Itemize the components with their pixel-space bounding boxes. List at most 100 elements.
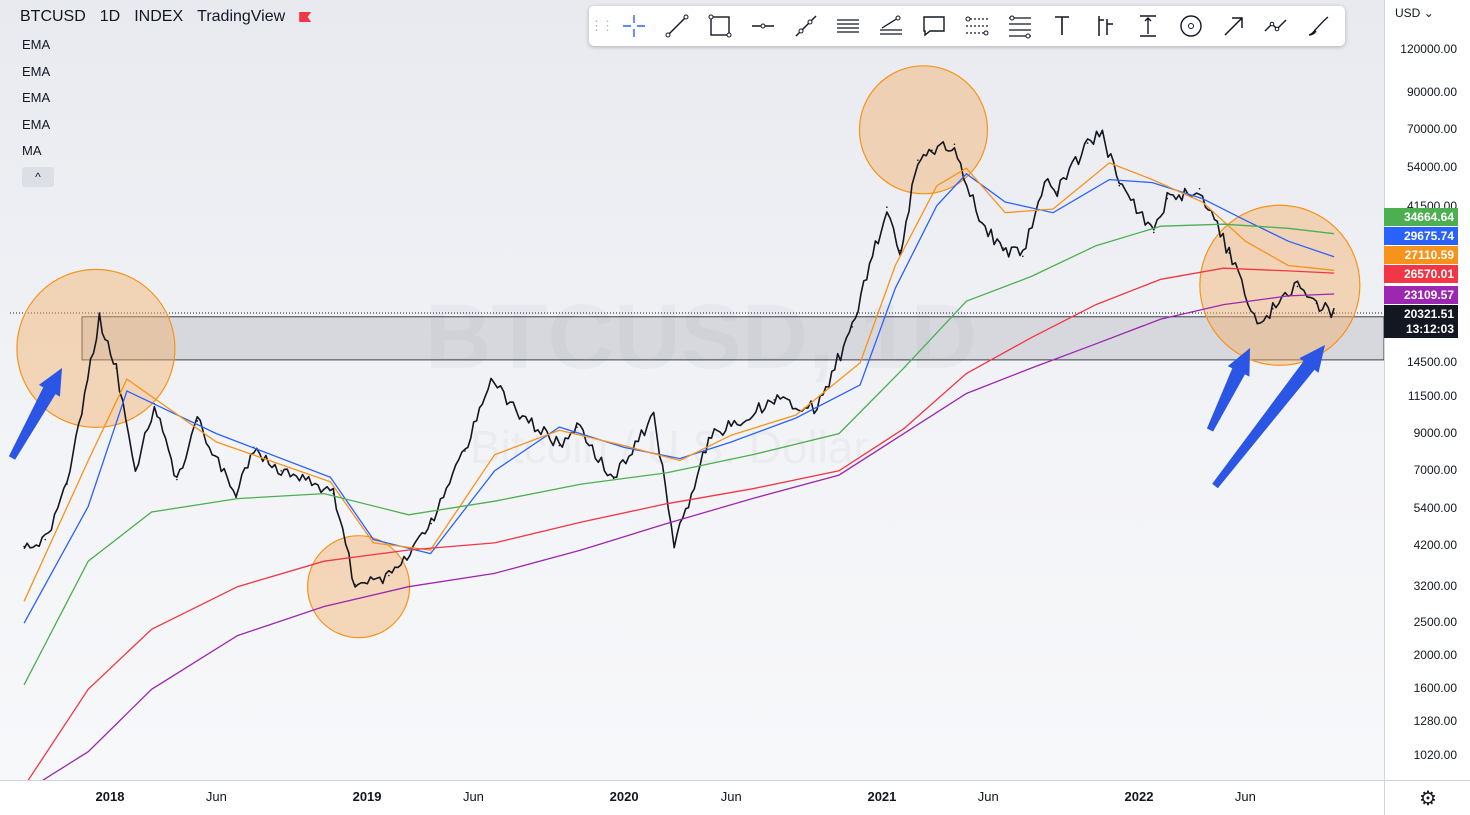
symbol-name[interactable]: BTCUSD (20, 8, 86, 25)
ma-purple-line (41, 293, 1335, 780)
price-tag: 34664.64 (1384, 208, 1458, 226)
trend-line-icon[interactable] (656, 6, 699, 46)
y-tick-label: 54000.00 (1406, 160, 1457, 175)
price-point-0 (23, 545, 25, 548)
text-icon[interactable] (1041, 6, 1084, 46)
price-range-icon[interactable] (955, 6, 998, 46)
measure-icon[interactable] (1127, 6, 1170, 46)
brush-icon[interactable] (1298, 6, 1341, 46)
callout-icon[interactable] (913, 6, 956, 46)
price-point-8 (196, 420, 199, 422)
parallel-channel-icon[interactable] (827, 6, 870, 46)
y-tick-label: 70000.00 (1406, 121, 1457, 136)
legend-ema-1[interactable]: EMA (22, 37, 51, 52)
arrow-annotation-right-large (1212, 345, 1325, 489)
path-icon[interactable] (1255, 6, 1298, 46)
y-tick-label: 9000.00 (1413, 425, 1457, 440)
price-point-49 (1315, 302, 1318, 305)
price-point-35 (1002, 247, 1004, 249)
price-point-21 (612, 477, 615, 480)
legend-ema-4[interactable]: EMA (22, 116, 51, 132)
price-tag: 23109.57 (1384, 286, 1458, 304)
y-tick-label: 2000.00 (1413, 648, 1457, 663)
source-label: TradingView (197, 8, 286, 25)
y-tick-label: 90000.00 (1406, 84, 1457, 99)
price-point-18 (515, 409, 518, 412)
x-tick-year: 2022 (1124, 789, 1154, 804)
price-point-47 (1272, 308, 1274, 310)
y-tick-label: 11500.00 (1407, 389, 1457, 404)
x-tick-month: Jun (1234, 789, 1256, 804)
price-point-45 (1228, 252, 1230, 254)
watermark-description: Bitcoin / U.S. Dollar (470, 421, 869, 473)
x-tick-month: Jun (462, 789, 484, 804)
price-point-39 (1086, 142, 1089, 144)
collapse-legend-button[interactable]: ^ (22, 167, 54, 187)
price-tag: 13:12:03 (1384, 320, 1458, 338)
highlight-circle-2021-top (858, 65, 989, 195)
arrow-icon[interactable] (1212, 6, 1255, 46)
x-tick-month: Jun (720, 789, 742, 804)
price-axis[interactable]: USD ⌄ 120000.00 90000.00 70000.00 54000.00 4… (1384, 0, 1470, 780)
ema-orange-line (23, 162, 1335, 602)
price-point-19 (558, 444, 561, 447)
y-tick-label: 1020.00 (1413, 748, 1457, 762)
price-point-9 (235, 496, 237, 499)
price-point-36 (1021, 255, 1024, 258)
price-point-5 (134, 469, 137, 472)
currency-label: USD (1395, 6, 1421, 20)
price-point-31 (917, 159, 919, 162)
x-tick-year: 2019 (352, 789, 382, 804)
price-point-26 (773, 399, 775, 401)
x-tick-month: Jun (977, 789, 999, 804)
pitchfork-icon[interactable] (870, 6, 913, 46)
circle-icon[interactable] (1169, 6, 1212, 46)
y-tick-label: 3200.00 (1413, 578, 1457, 593)
price-point-20 (576, 426, 578, 428)
symbol-header: BTCUSD 1D INDEX TradingView (20, 8, 312, 26)
y-tick-label: 120000.00 (1400, 42, 1457, 56)
currency-selector[interactable]: USD ⌄ (1395, 6, 1434, 20)
rectangle-icon[interactable] (699, 6, 742, 46)
price-point-12 (332, 492, 335, 495)
price-point-46 (1256, 322, 1259, 324)
price-point-38 (1056, 191, 1059, 193)
y-tick-label: 14500.00 (1406, 354, 1457, 369)
watermark-symbol: BTCUSD, 1D (425, 286, 978, 388)
long-position-icon[interactable] (1084, 6, 1127, 46)
arrow-annotation-left (8, 368, 62, 460)
chart-area[interactable]: BTCUSD, 1D Bitcoin / U.S. Dollar BTCUSD … (0, 0, 1384, 780)
interval-label[interactable]: 1D (99, 8, 121, 25)
y-tick-label: 2500.00 (1413, 615, 1457, 630)
legend-ma[interactable]: MA (22, 143, 42, 158)
y-tick-label: 5400.00 (1413, 501, 1457, 516)
price-point-32 (931, 149, 933, 151)
flag-icon[interactable] (299, 12, 312, 22)
price-point-29 (886, 206, 888, 209)
price-point-2 (66, 483, 68, 485)
price-tag: 20321.51 (1384, 305, 1458, 323)
price-point-13 (354, 583, 356, 586)
price-point-40 (1101, 132, 1104, 134)
crosshair-icon[interactable] (613, 6, 656, 46)
ema-red-line (27, 267, 1335, 780)
time-axis[interactable]: 2018 Jun 2019 Jun 2020 Jun 2021 Jun 2022 Jun (0, 780, 1384, 815)
y-tick-label: 4200.00 (1413, 538, 1457, 553)
price-point-11 (280, 469, 282, 472)
horizontal-line-icon[interactable] (741, 6, 784, 46)
legend-ema-3[interactable]: EMA (22, 90, 51, 105)
ema-blue-line (23, 172, 1335, 624)
x-tick-year: 2021 (867, 789, 897, 804)
price-point-48 (1296, 285, 1299, 288)
ray-icon[interactable] (784, 6, 827, 46)
price-point-30 (899, 249, 902, 252)
price-point-24 (707, 437, 710, 440)
price-point-28 (851, 326, 854, 328)
gear-icon[interactable]: ⚙ (1384, 780, 1470, 815)
price-point-44 (1198, 188, 1201, 190)
price-chart[interactable] (0, 0, 1384, 780)
grip-icon[interactable]: ⋮⋮ (590, 18, 614, 33)
price-point-16 (464, 450, 466, 452)
legend-ema-2[interactable]: EMA (22, 63, 51, 79)
fib-retracement-icon[interactable] (998, 6, 1041, 46)
